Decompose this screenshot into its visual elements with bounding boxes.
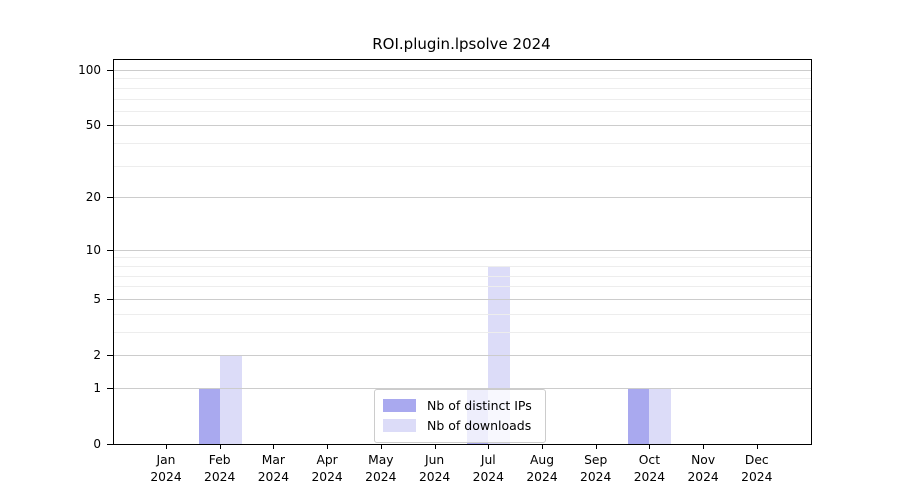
grid-layer: [114, 60, 811, 444]
gridline-major-50: [114, 125, 811, 127]
x-tick-year: 2024: [580, 470, 612, 484]
x-tick-month: Apr: [316, 453, 338, 467]
gridline-minor-6: [114, 286, 811, 288]
gridline-major-5: [114, 298, 811, 300]
legend-label-1: Nb of downloads: [427, 418, 532, 433]
gridline-minor-40: [114, 143, 811, 145]
gridline-minor-8: [114, 265, 811, 267]
x-tick-year: 2024: [472, 470, 504, 484]
y-tick-mark-10: [107, 249, 113, 251]
x-tick-label-aug: Aug 2024: [512, 452, 572, 486]
gridline-minor-80: [114, 87, 811, 89]
x-tick-month: Jun: [424, 453, 445, 467]
y-tick-label-10: 10: [85, 242, 101, 257]
y-tick-mark-0: [107, 444, 113, 445]
x-tick-label-may: May 2024: [351, 452, 411, 486]
x-tick-mark-may: [380, 444, 382, 449]
bar-nb-of-distinct-ips-feb: [198, 387, 220, 444]
x-tick-mark-nov: [703, 444, 705, 449]
legend-swatch-0: [383, 399, 416, 412]
gridline-major-100: [114, 70, 811, 71]
y-tick-label-2: 2: [93, 348, 101, 362]
y-tick-mark-50: [107, 125, 113, 127]
y-tick-label-50: 50: [85, 118, 101, 133]
x-tick-year: 2024: [687, 470, 719, 484]
x-tick-month: Sep: [584, 453, 608, 467]
x-tick-month: Oct: [638, 453, 661, 467]
x-tick-label-dec: Dec 2024: [727, 452, 787, 486]
x-tick-label-mar: Mar 2024: [243, 452, 303, 486]
gridline-minor-90: [114, 78, 811, 80]
x-tick-mark-feb: [219, 444, 221, 449]
x-tick-label-apr: Apr 2024: [297, 452, 357, 486]
plot-area: 0 1 2 5 10 20 50 100 Jan 2024 Feb 2024 Mar 2024 Apr 202…: [78, 59, 812, 484]
x-tick-label-jan: Jan 2024: [136, 452, 196, 486]
gridline-major-20: [114, 197, 811, 199]
y-tick-mark-2: [107, 355, 113, 356]
y-tick-mark-100: [107, 70, 113, 71]
x-tick-mark-apr: [327, 444, 329, 449]
x-tick-mark-sep: [595, 444, 597, 449]
x-tick-month: Dec: [744, 453, 769, 467]
x-tick-mark-jul: [488, 444, 490, 449]
x-tick-month: Mar: [261, 453, 285, 467]
x-tick-year: 2024: [418, 470, 451, 484]
bar-nb-of-downloads-feb: [219, 354, 242, 444]
x-tick-mark-dec: [756, 444, 758, 449]
x-tick-year: 2024: [633, 470, 666, 484]
gridline-minor-4: [114, 313, 811, 315]
legend-swatch-1: [383, 419, 416, 432]
x-tick-year: 2024: [311, 470, 343, 484]
y-tick-mark-20: [107, 197, 113, 199]
gridline-major-1: [114, 387, 811, 389]
x-tick-mark-oct: [649, 444, 651, 449]
x-tick-year: 2024: [741, 470, 773, 484]
y-tick-label-5: 5: [93, 291, 101, 306]
chart-title: ROI.plugin.lpsolve 2024: [372, 35, 551, 53]
y-tick-label-20: 20: [85, 190, 101, 205]
legend-row-1: Nb of downloads: [383, 416, 537, 435]
x-tick-label-sep: Sep 2024: [566, 452, 626, 486]
x-tick-mark-aug: [542, 444, 543, 449]
gridline-minor-9: [114, 257, 811, 259]
x-tick-label-oct: Oct 2024: [619, 452, 679, 486]
y-tick-label-0: 0: [93, 437, 101, 451]
x-tick-label-nov: Nov 2024: [673, 452, 733, 486]
gridline-minor-60: [114, 110, 811, 112]
x-tick-mark-jun: [434, 444, 436, 449]
bar-nb-of-downloads-oct: [649, 387, 672, 444]
x-tick-year: 2024: [365, 470, 397, 484]
legend-label-0: Nb of distinct IPs: [427, 398, 532, 413]
axis-layer: 0 1 2 5 10 20 50 100 Jan 2024 Feb 2024 Mar 2024 Apr 202…: [78, 60, 811, 484]
x-tick-year: 2024: [150, 470, 182, 484]
x-tick-month: Aug: [529, 453, 554, 467]
legend: Nb of distinct IPs Nb of downloads: [374, 389, 546, 443]
x-tick-year: 2024: [257, 470, 290, 484]
gridline-major-10: [114, 249, 811, 251]
gridline-minor-70: [114, 98, 811, 100]
y-tick-label-1: 1: [93, 380, 101, 395]
x-tick-year: 2024: [526, 470, 558, 484]
gridline-major-2: [114, 355, 811, 356]
gridline-minor-7: [114, 275, 811, 277]
x-tick-mark-mar: [273, 444, 275, 449]
x-tick-month: May: [368, 453, 394, 467]
x-tick-mark-jan: [166, 444, 167, 449]
legend-row-0: Nb of distinct IPs: [383, 396, 537, 415]
x-tick-label-jul: Jul 2024: [458, 452, 518, 486]
gridline-minor-30: [114, 165, 811, 167]
x-tick-label-jun: Jun 2024: [405, 452, 465, 486]
gridline-minor-3: [114, 331, 811, 333]
bar-nb-of-distinct-ips-oct: [628, 387, 650, 444]
y-tick-label-100: 100: [78, 63, 101, 77]
x-tick-month: Jul: [480, 453, 496, 467]
x-tick-month: Jan: [156, 453, 176, 467]
x-tick-month: Nov: [691, 453, 716, 467]
y-tick-mark-1: [107, 387, 113, 389]
x-tick-month: Feb: [208, 453, 231, 467]
x-tick-year: 2024: [204, 470, 236, 484]
y-tick-mark-5: [107, 298, 113, 300]
x-tick-label-feb: Feb 2024: [190, 452, 250, 486]
